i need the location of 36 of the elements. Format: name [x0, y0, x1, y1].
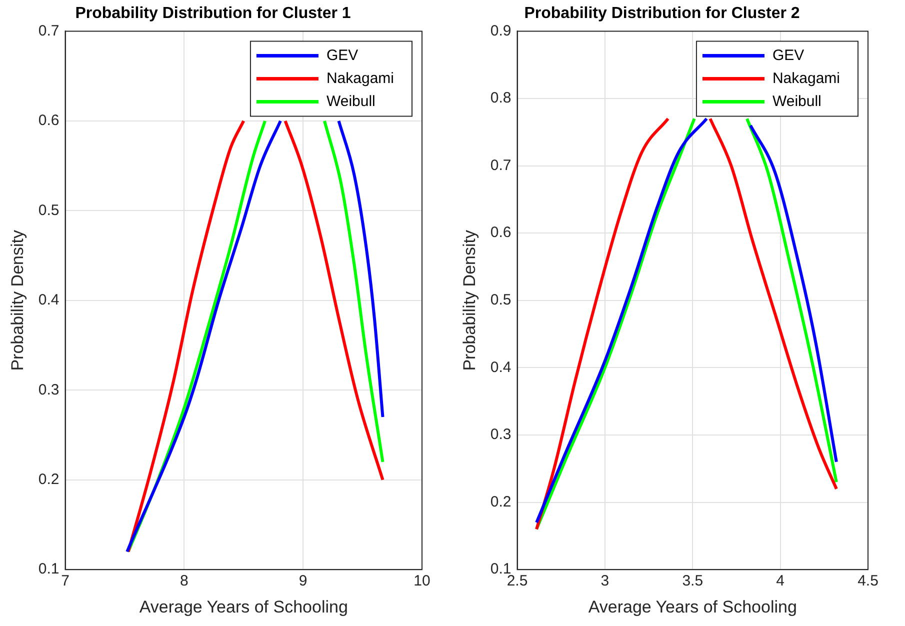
y-tick-label: 0.9 — [490, 22, 512, 40]
x-axis-title: Average Years of Schooling — [588, 597, 797, 616]
x-axis-title: Average Years of Schooling — [139, 597, 348, 616]
chart-title: Probability Distribution for Cluster 2 — [524, 5, 800, 22]
y-tick-label: 0.4 — [38, 292, 60, 309]
y-tick-label: 0.2 — [38, 471, 60, 488]
legend-label: GEV — [772, 46, 804, 64]
legend-label: Nakagami — [772, 70, 840, 87]
chart-title: Probability Distribution for Cluster 1 — [75, 5, 351, 22]
x-tick-label: 10 — [414, 572, 430, 590]
y-tick-label: 0.8 — [490, 90, 512, 107]
y-tick-label: 0.3 — [490, 426, 512, 444]
y-tick-label: 0.6 — [490, 224, 512, 242]
legend-label: GEV — [326, 46, 358, 64]
x-tick-label: 8 — [180, 572, 188, 590]
y-axis-title: Probability Density — [8, 230, 27, 371]
y-tick-label: 0.5 — [38, 202, 60, 219]
y-tick-label: 0.1 — [38, 560, 60, 578]
y-tick-label: 0.2 — [490, 493, 512, 510]
legend-label: Nakagami — [326, 70, 394, 87]
y-tick-label: 0.4 — [490, 358, 512, 376]
y-tick-label: 0.7 — [38, 22, 60, 40]
x-tick-label: 2.5 — [506, 572, 528, 590]
x-tick-label: 9 — [298, 572, 308, 590]
x-tick-label: 3 — [600, 572, 610, 590]
x-tick-label: 4 — [776, 572, 784, 590]
legend-label: Weibull — [326, 92, 376, 110]
y-tick-label: 0.6 — [38, 112, 60, 130]
y-tick-label: 0.3 — [38, 381, 60, 398]
y-axis-title: Probability Density — [460, 230, 479, 371]
x-tick-label: 3.5 — [682, 572, 704, 590]
y-tick-label: 0.7 — [490, 156, 512, 174]
x-tick-label: 4.5 — [858, 572, 878, 590]
y-tick-label: 0.5 — [490, 292, 512, 309]
x-tick-label: 7 — [61, 572, 70, 590]
legend-label: Weibull — [772, 92, 822, 110]
